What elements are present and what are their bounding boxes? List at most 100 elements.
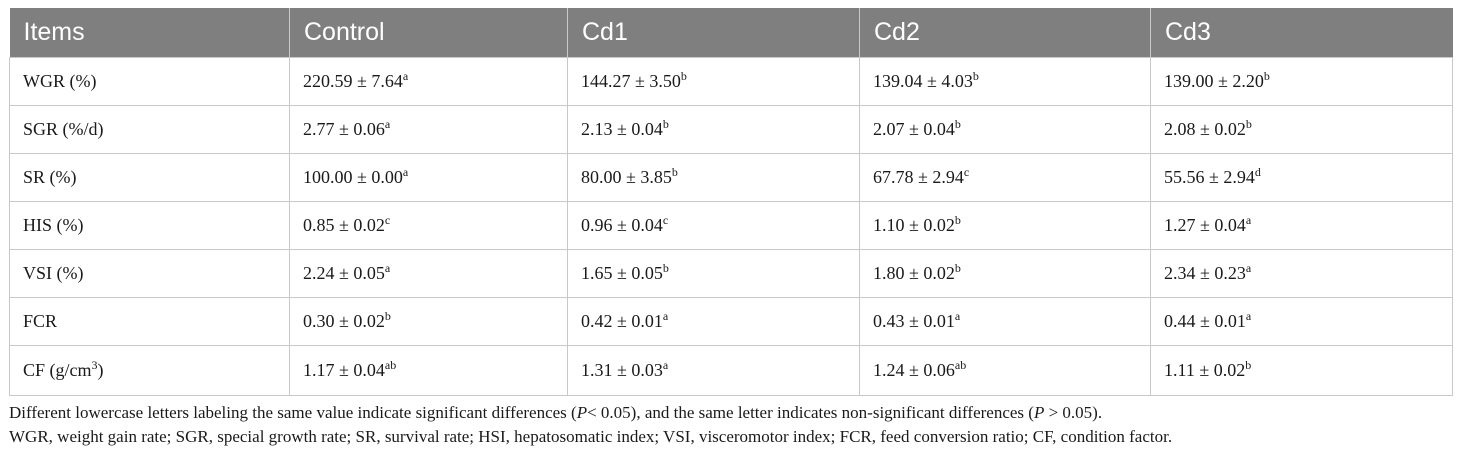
significance-letter: b <box>662 260 669 275</box>
table-row: VSI (%) 2.24 ± 0.05a 1.65 ± 0.05b 1.80 ± 0.… <box>9 248 1453 298</box>
significance-letter: c <box>662 212 669 227</box>
row-label: CF (g/cm <box>23 359 92 380</box>
mean-sd-value: 1.27 ± 0.04 <box>1164 214 1246 235</box>
row-label: FCR <box>23 310 58 331</box>
significance-letter: b <box>954 212 961 227</box>
table-row: FCR 0.30 ± 0.02b 0.42 ± 0.01a 0.43 ± 0.01a 0… <box>9 296 1453 346</box>
mean-sd-value: 0.43 ± 0.01 <box>873 310 955 331</box>
mean-sd-value: 2.34 ± 0.23 <box>1164 262 1246 283</box>
value-cell: 1.10 ± 0.02b <box>859 200 1151 250</box>
mean-sd-value: 1.65 ± 0.05 <box>581 262 663 283</box>
value-cell: 0.96 ± 0.04c <box>567 200 860 250</box>
mean-sd-value: 1.17 ± 0.04 <box>303 359 385 380</box>
footnote-p-symbol-2: P <box>1033 403 1045 422</box>
significance-letter: a <box>662 357 669 372</box>
mean-sd-value: 2.08 ± 0.02 <box>1164 118 1246 139</box>
table-row: WGR (%) 220.59 ± 7.64a 144.27 ± 3.50b 139.0… <box>9 56 1453 106</box>
significance-letter: a <box>384 260 391 275</box>
column-header-items: Items <box>9 8 290 57</box>
mean-sd-value: 0.30 ± 0.02 <box>303 310 385 331</box>
mean-sd-value: 220.59 ± 7.64 <box>303 70 403 91</box>
row-label-tail: ) <box>97 359 104 380</box>
mean-sd-value: 55.56 ± 2.94 <box>1164 166 1255 187</box>
value-cell: 220.59 ± 7.64a <box>289 56 568 106</box>
results-table-container: Items Control Cd1 Cd2 Cd3 WGR (%) 220.59 … <box>9 8 1453 396</box>
value-cell: 1.65 ± 0.05b <box>567 248 860 298</box>
significance-letter: b <box>972 68 979 83</box>
significance-letter: c <box>384 212 391 227</box>
row-label-cell: HIS (%) <box>9 200 290 250</box>
value-cell: 80.00 ± 3.85b <box>567 152 860 202</box>
significance-letter: b <box>954 260 961 275</box>
value-cell: 1.27 ± 0.04a <box>1150 200 1453 250</box>
footnote-significance-text-2: < 0.05), and the same letter indicates n… <box>587 403 1034 422</box>
column-header-cd1: Cd1 <box>567 8 860 57</box>
significance-letter: b <box>1245 116 1252 131</box>
table-row: CF (g/cm3) 1.17 ± 0.04ab 1.31 ± 0.03a 1.24 … <box>9 344 1453 396</box>
significance-letter: b <box>662 116 669 131</box>
significance-letter: b <box>671 164 678 179</box>
table-header-row: Items Control Cd1 Cd2 Cd3 <box>9 8 1453 57</box>
value-cell: 1.11 ± 0.02b <box>1150 344 1453 396</box>
significance-letter: ab <box>954 357 967 372</box>
mean-sd-value: 144.27 ± 3.50 <box>581 70 681 91</box>
row-label-superscript: 3 <box>91 357 98 372</box>
value-cell: 1.31 ± 0.03a <box>567 344 860 396</box>
mean-sd-value: 2.13 ± 0.04 <box>581 118 663 139</box>
row-label: HIS (%) <box>23 214 84 235</box>
significance-letter: b <box>1263 68 1270 83</box>
significance-letter: a <box>1245 308 1252 323</box>
value-cell: 2.24 ± 0.05a <box>289 248 568 298</box>
mean-sd-value: 2.07 ± 0.04 <box>873 118 955 139</box>
row-label-cell: FCR <box>9 296 290 346</box>
mean-sd-value: 1.31 ± 0.03 <box>581 359 663 380</box>
value-cell: 1.80 ± 0.02b <box>859 248 1151 298</box>
mean-sd-value: 1.10 ± 0.02 <box>873 214 955 235</box>
value-cell: 144.27 ± 3.50b <box>567 56 860 106</box>
footnote-p-symbol-1: P <box>576 403 588 422</box>
table-row: HIS (%) 0.85 ± 0.02c 0.96 ± 0.04c 1.10 ± 0.… <box>9 200 1453 250</box>
value-cell: 1.17 ± 0.04ab <box>289 344 568 396</box>
row-label-cell: WGR (%) <box>9 56 290 106</box>
value-cell: 0.43 ± 0.01a <box>859 296 1151 346</box>
value-cell: 0.85 ± 0.02c <box>289 200 568 250</box>
value-cell: 100.00 ± 0.00a <box>289 152 568 202</box>
mean-sd-value: 80.00 ± 3.85 <box>581 166 672 187</box>
footnote-significance: Different lowercase letters labeling the… <box>9 401 1452 425</box>
value-cell: 67.78 ± 2.94c <box>859 152 1151 202</box>
row-label: SGR (%/d) <box>23 118 104 139</box>
mean-sd-value: 139.00 ± 2.20 <box>1164 70 1264 91</box>
value-cell: 2.07 ± 0.04b <box>859 104 1151 154</box>
value-cell: 1.24 ± 0.06ab <box>859 344 1151 396</box>
mean-sd-value: 100.00 ± 0.00 <box>303 166 403 187</box>
mean-sd-value: 0.44 ± 0.01 <box>1164 310 1246 331</box>
significance-letter: a <box>384 116 391 131</box>
value-cell: 2.77 ± 0.06a <box>289 104 568 154</box>
table-row: SGR (%/d) 2.77 ± 0.06a 2.13 ± 0.04b 2.07 ± … <box>9 104 1453 154</box>
value-cell: 139.04 ± 4.03b <box>859 56 1151 106</box>
value-cell: 139.00 ± 2.20b <box>1150 56 1453 106</box>
value-cell: 0.30 ± 0.02b <box>289 296 568 346</box>
significance-letter: a <box>1245 260 1252 275</box>
mean-sd-value: 1.80 ± 0.02 <box>873 262 955 283</box>
significance-letter: a <box>954 308 961 323</box>
mean-sd-value: 0.96 ± 0.04 <box>581 214 663 235</box>
footnote-significance-text-3: > 0.05). <box>1044 403 1103 422</box>
significance-letter: a <box>402 68 409 83</box>
significance-letter: b <box>1245 357 1252 372</box>
value-cell: 2.08 ± 0.02b <box>1150 104 1453 154</box>
significance-letter: c <box>963 164 970 179</box>
significance-letter: b <box>384 308 391 323</box>
significance-letter: b <box>954 116 961 131</box>
mean-sd-value: 2.77 ± 0.06 <box>303 118 385 139</box>
row-label: VSI (%) <box>23 262 84 283</box>
significance-letter: a <box>1245 212 1252 227</box>
significance-letter: b <box>680 68 687 83</box>
growth-performance-table: Items Control Cd1 Cd2 Cd3 WGR (%) 220.59 … <box>9 8 1453 396</box>
row-label-cell: SGR (%/d) <box>9 104 290 154</box>
table-footnotes: Different lowercase letters labeling the… <box>9 401 1452 449</box>
row-label-cell: SR (%) <box>9 152 290 202</box>
footnote-abbreviations: WGR, weight gain rate; SGR, special grow… <box>9 427 1173 446</box>
mean-sd-value: 0.42 ± 0.01 <box>581 310 663 331</box>
row-label-cell: CF (g/cm3) <box>9 344 290 396</box>
